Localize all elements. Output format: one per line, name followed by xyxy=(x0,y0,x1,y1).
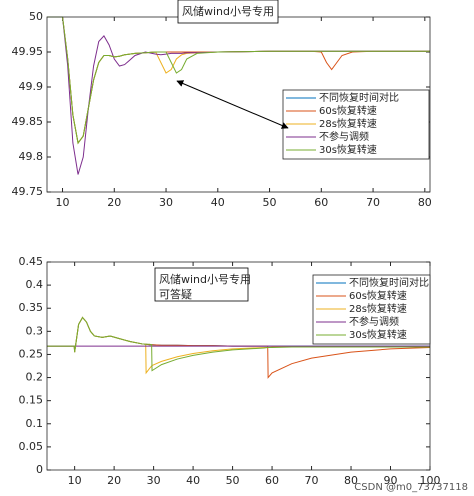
legend-text: 不同恢复时间对比 xyxy=(349,276,429,289)
x-tick-label: 80 xyxy=(418,196,432,209)
annotation-text: 风储wind小号专用 xyxy=(182,4,274,18)
annotation-text: 风储wind小号专用 xyxy=(159,272,251,286)
y-tick-label: 49.95 xyxy=(12,45,44,58)
y-tick-label: 0.35 xyxy=(19,301,44,314)
annotation-box xyxy=(177,0,279,24)
x-tick-label: 50 xyxy=(263,196,277,209)
series-line xyxy=(47,16,430,145)
x-tick-label: 10 xyxy=(56,196,70,209)
x-tick-label: 30 xyxy=(147,474,161,487)
legend-text: 不参与调频 xyxy=(319,130,369,143)
x-tick-label: 20 xyxy=(107,196,121,209)
legend-text: 30s恢复转速 xyxy=(349,328,407,341)
y-tick-label: 49.9 xyxy=(19,80,44,93)
x-tick-label: 30 xyxy=(159,196,173,209)
annotation-text: 可答疑 xyxy=(159,287,192,301)
x-tick-label: 20 xyxy=(107,474,121,487)
y-tick-label: 0.25 xyxy=(19,347,44,360)
legend-text: 不同恢复时间对比 xyxy=(319,91,399,104)
annotation-box xyxy=(154,267,249,302)
watermark: CSDN @m0_73737118 xyxy=(354,482,468,493)
x-tick-label: 40 xyxy=(186,474,200,487)
y-tick-label: 0 xyxy=(36,463,43,476)
x-tick-label: 80 xyxy=(344,474,358,487)
legend-text: 28s恢复转速 xyxy=(319,117,377,130)
x-tick-label: 40 xyxy=(211,196,225,209)
x-tick-label: 50 xyxy=(226,474,240,487)
legend-text: 30s恢复转速 xyxy=(319,143,377,156)
legend-text: 28s恢复转速 xyxy=(349,302,407,315)
legend-text: 60s恢复转速 xyxy=(319,104,377,117)
y-tick-label: 0.4 xyxy=(26,278,44,291)
y-tick-label: 0.45 xyxy=(19,255,44,268)
y-tick-label: 0.05 xyxy=(19,440,44,453)
y-tick-label: 49.85 xyxy=(12,115,44,128)
x-tick-label: 60 xyxy=(265,474,279,487)
series-line xyxy=(47,316,430,372)
y-tick-label: 50 xyxy=(29,10,43,23)
x-tick-label: 100 xyxy=(420,474,441,487)
axes-box xyxy=(46,261,431,471)
x-tick-label: 60 xyxy=(314,196,328,209)
x-tick-label: 90 xyxy=(384,474,398,487)
y-tick-label: 49.75 xyxy=(12,185,44,198)
x-tick-label: 70 xyxy=(305,474,319,487)
y-tick-label: 0.2 xyxy=(26,371,44,384)
legend-text: 60s恢复转速 xyxy=(349,289,407,302)
y-tick-label: 0.3 xyxy=(26,324,44,337)
x-tick-label: 70 xyxy=(366,196,380,209)
annotation-arrow xyxy=(176,80,289,129)
x-tick-label: 10 xyxy=(68,474,82,487)
legend-text: 不参与调频 xyxy=(349,315,399,328)
y-tick-label: 0.1 xyxy=(26,417,44,430)
y-tick-label: 49.8 xyxy=(19,150,44,163)
y-tick-label: 0.15 xyxy=(19,394,44,407)
